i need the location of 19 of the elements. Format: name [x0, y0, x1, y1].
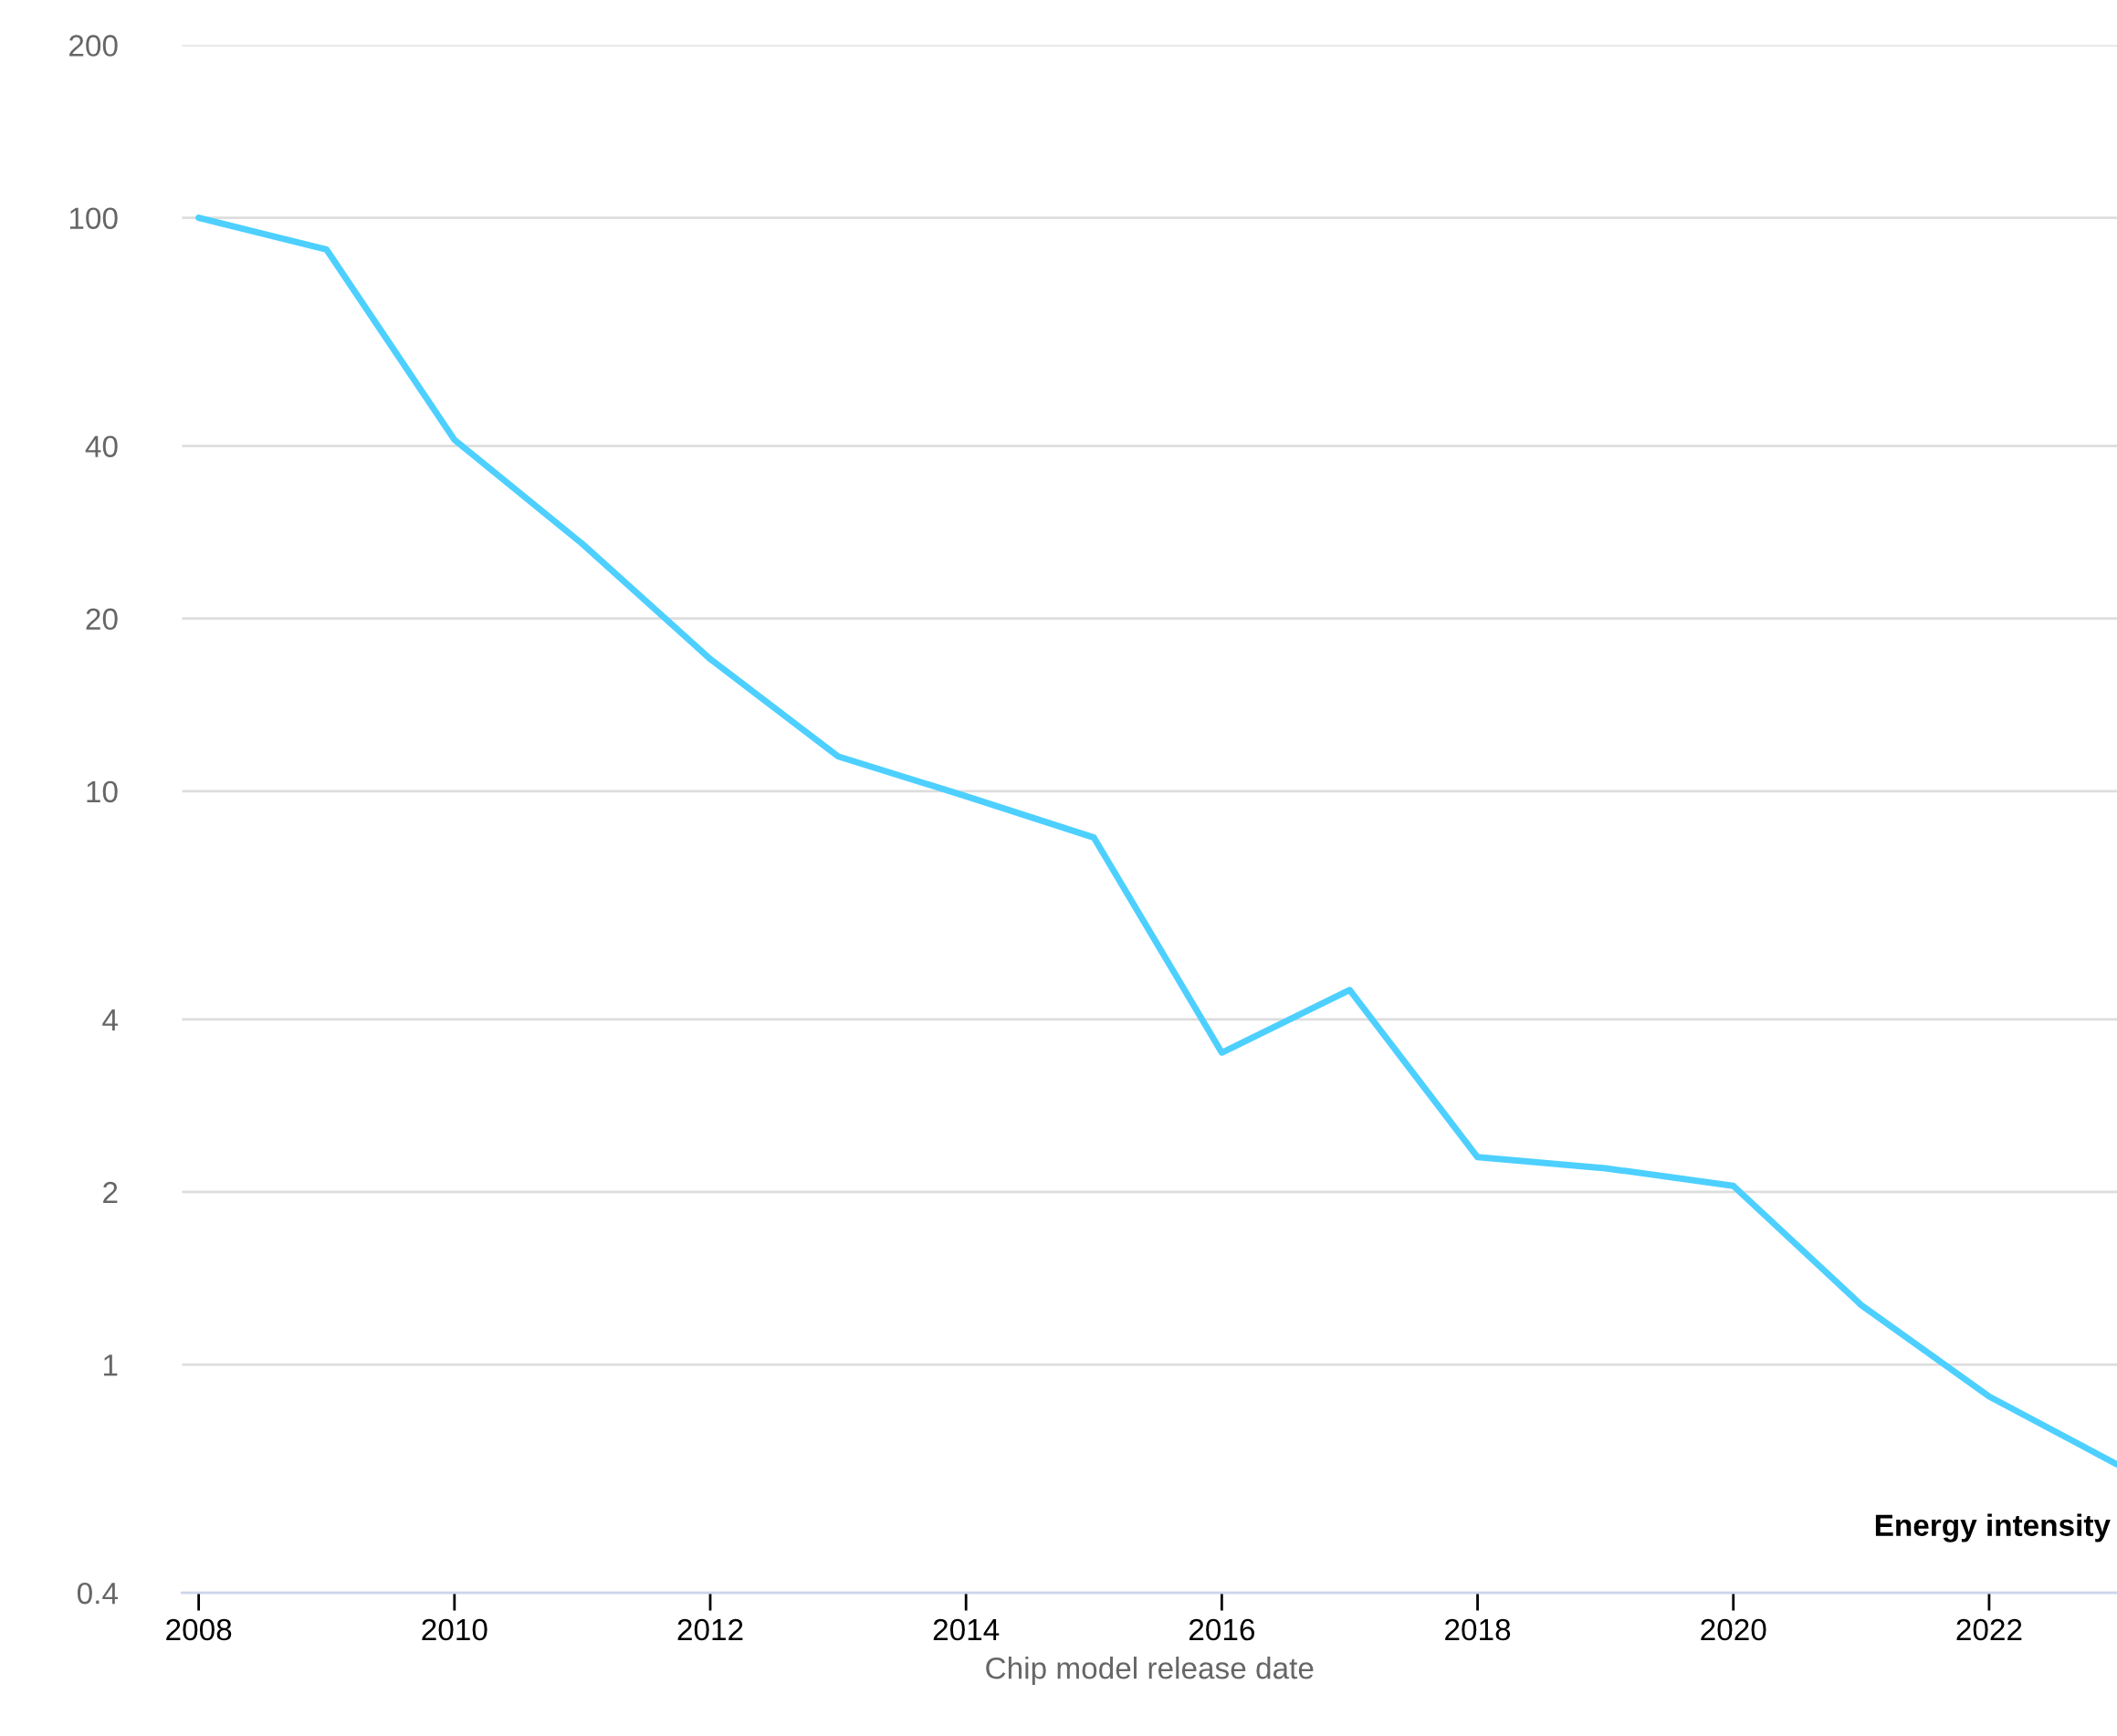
x-tick-label: 2016: [1189, 1618, 1254, 1641]
x-tick-label: 2014: [933, 1618, 1000, 1641]
y-tick-label: 20: [86, 608, 118, 631]
x-tick-label: 2020: [1701, 1618, 1766, 1641]
x-tick-label: 2018: [1445, 1618, 1511, 1641]
x-tick-label: 2008: [166, 1618, 232, 1641]
y-tick-label: 1: [103, 1354, 118, 1376]
series-label: Energy intensity: [1875, 1513, 2111, 1543]
y-tick-label: 100: [69, 207, 118, 229]
y-tick-label: 40: [85, 435, 118, 457]
x-tick-label: 2022: [1956, 1618, 2022, 1641]
y-tick-label: 0.4: [77, 1582, 119, 1605]
y-tick-label: 2: [103, 1181, 118, 1204]
x-tick-label: 2012: [677, 1618, 743, 1641]
y-tick-label: 10: [87, 780, 118, 803]
y-tick-label: 4: [102, 1009, 119, 1030]
x-axis-title: Chip model release date: [986, 1657, 1314, 1686]
y-tick-label: 200: [69, 35, 118, 57]
x-tick-label: 2010: [422, 1618, 487, 1641]
